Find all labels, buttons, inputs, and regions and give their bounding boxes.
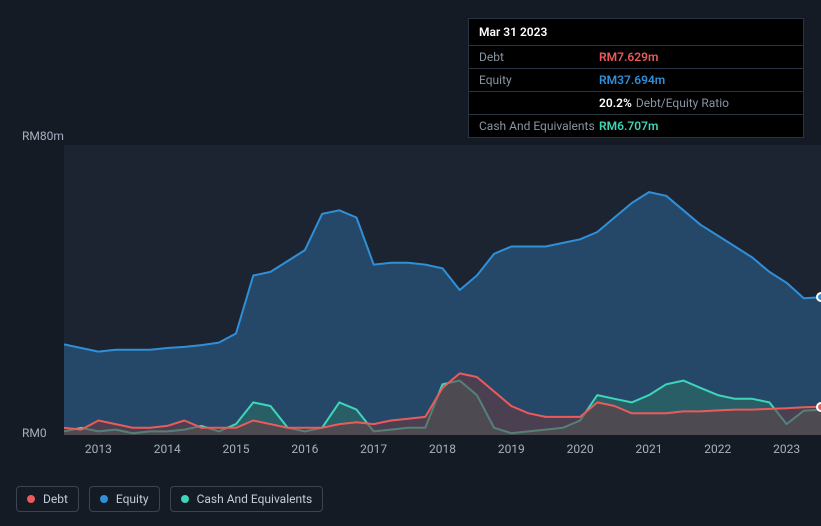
legend-dot-equity <box>100 495 108 503</box>
end-marker <box>816 402 821 412</box>
tooltip-row-value: 20.2%Debt/Equity Ratio <box>599 96 793 110</box>
x-axis-label: 2013 <box>85 442 112 456</box>
chart-tooltip: Mar 31 2023 DebtRM7.629mEquityRM37.694m2… <box>468 18 804 138</box>
tooltip-row-label: Debt <box>479 50 599 64</box>
legend-item-debt[interactable]: Debt <box>16 486 79 512</box>
x-axis-label: 2015 <box>223 442 250 456</box>
tooltip-row-label: Equity <box>479 73 599 87</box>
tooltip-date: Mar 31 2023 <box>469 19 803 46</box>
x-axis-label: 2023 <box>773 442 800 456</box>
plot-area <box>64 145 821 435</box>
x-axis-label: 2014 <box>154 442 181 456</box>
x-axis-label: 2018 <box>429 442 456 456</box>
x-axis-label: 2020 <box>567 442 594 456</box>
legend-label: Debt <box>43 492 68 506</box>
x-axis-label: 2019 <box>498 442 525 456</box>
tooltip-row: DebtRM7.629m <box>469 46 803 69</box>
legend-label: Equity <box>116 492 149 506</box>
tooltip-row: 20.2%Debt/Equity Ratio <box>469 92 803 115</box>
tooltip-row: EquityRM37.694m <box>469 69 803 92</box>
tooltip-row-value: RM6.707m <box>599 119 793 133</box>
legend: Debt Equity Cash And Equivalents <box>16 486 323 512</box>
legend-item-cash[interactable]: Cash And Equivalents <box>170 486 324 512</box>
tooltip-row-label: Cash And Equivalents <box>479 119 599 133</box>
legend-item-equity[interactable]: Equity <box>89 486 160 512</box>
x-axis-label: 2016 <box>291 442 318 456</box>
legend-dot-cash <box>181 495 189 503</box>
x-axis-label: 2017 <box>360 442 387 456</box>
end-marker <box>816 292 821 302</box>
x-axis-label: 2022 <box>704 442 731 456</box>
tooltip-row-value: RM37.694m <box>599 73 793 87</box>
tooltip-row: Cash And EquivalentsRM6.707m <box>469 115 803 137</box>
tooltip-row-value: RM7.629m <box>599 50 793 64</box>
legend-label: Cash And Equivalents <box>197 492 313 506</box>
legend-dot-debt <box>27 495 35 503</box>
y-axis-label-min: RM0 <box>22 426 47 440</box>
tooltip-row-label <box>479 96 599 110</box>
x-axis-label: 2021 <box>635 442 662 456</box>
chart-svg <box>64 145 821 435</box>
y-axis-label-max: RM80m <box>22 129 64 143</box>
debt-equity-chart: RM80m RM0 2013 2014 2015 2016 2017 2018 2019 20… <box>16 120 805 470</box>
